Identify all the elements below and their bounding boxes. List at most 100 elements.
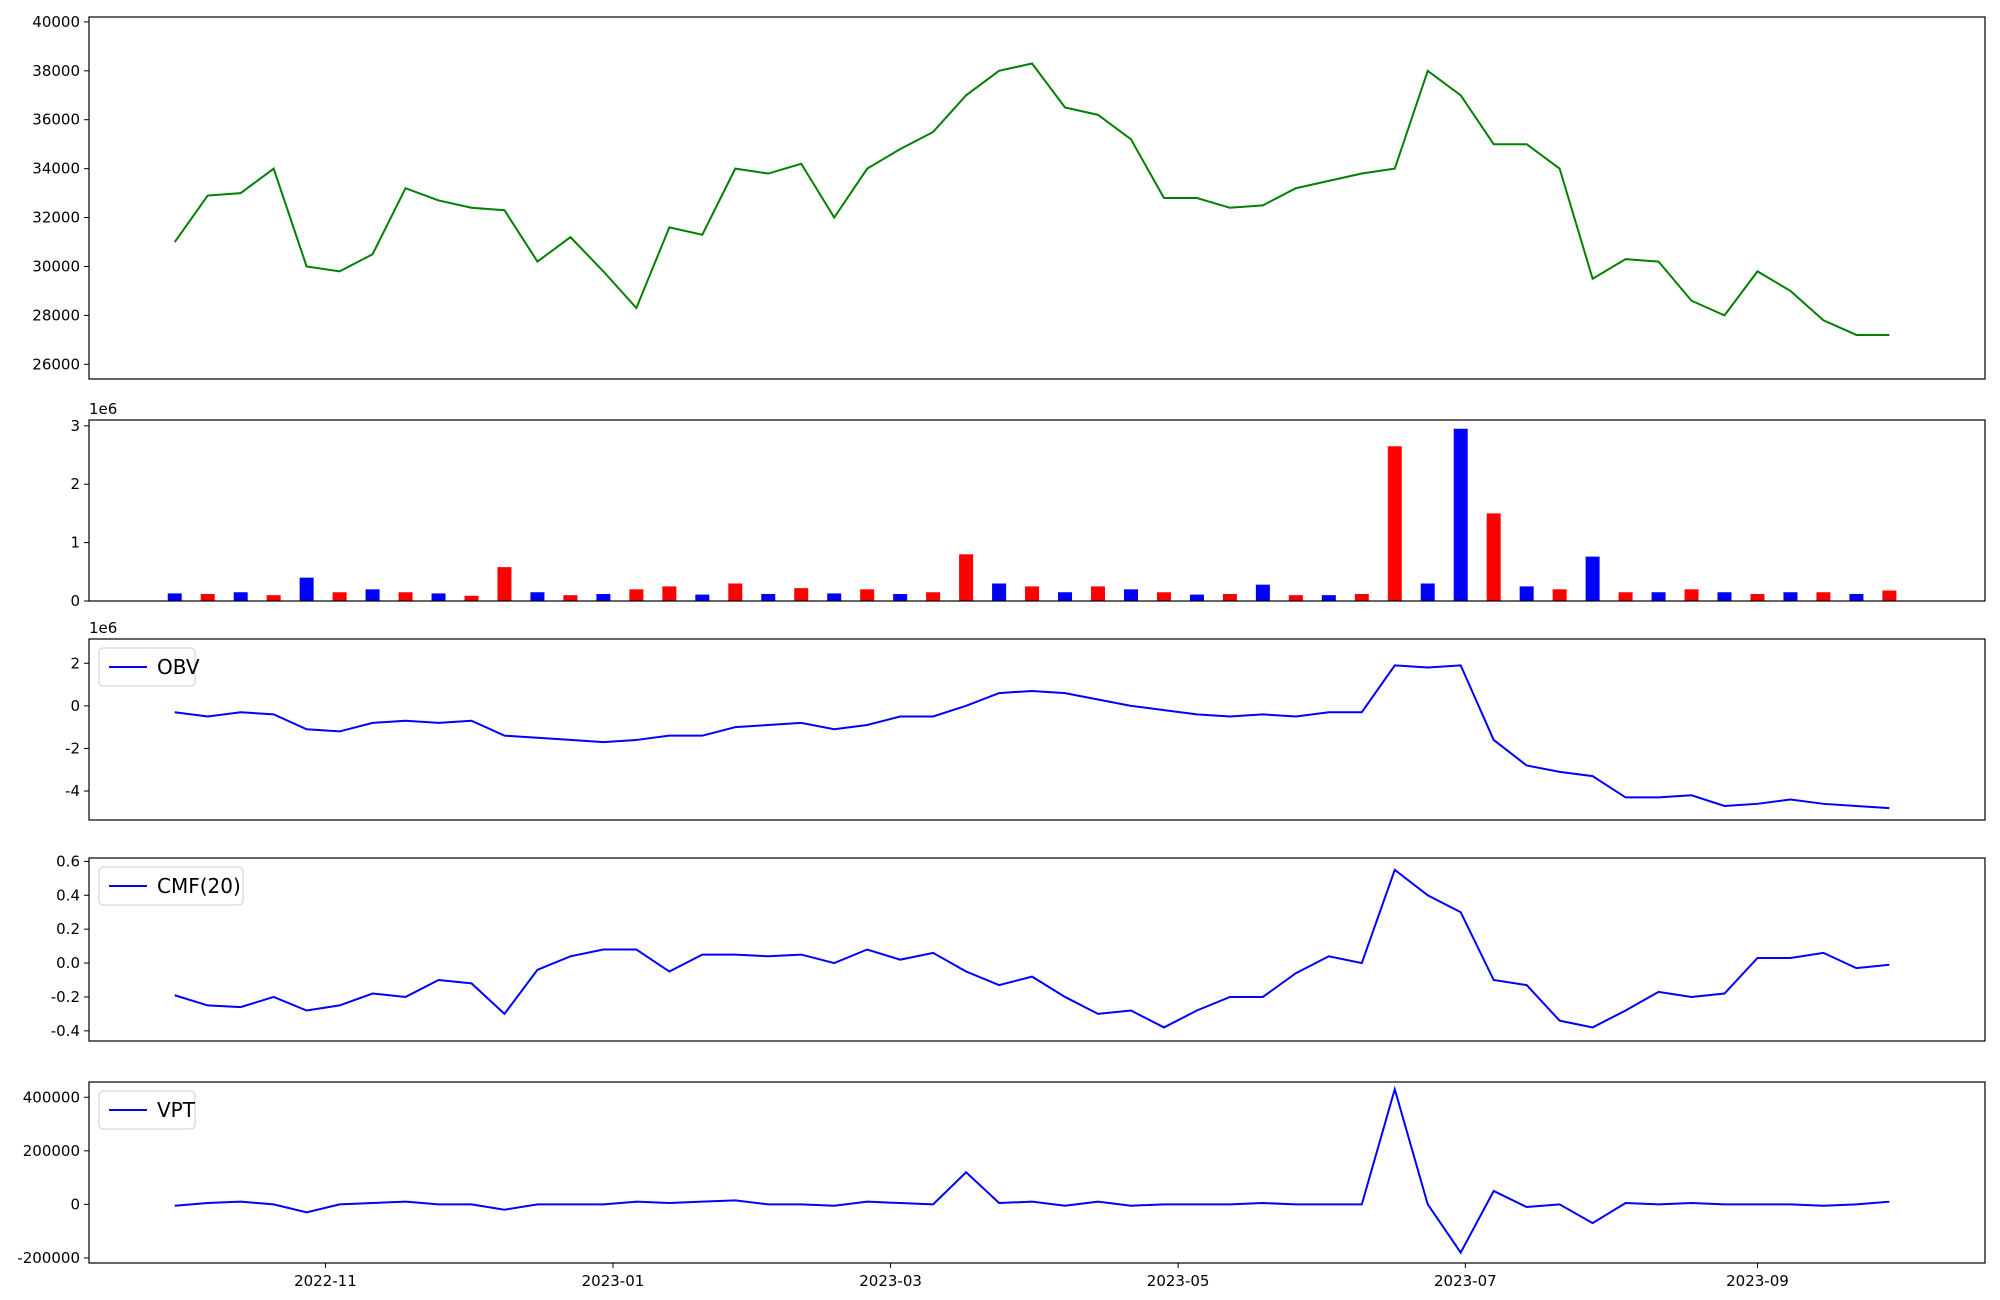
x-tick-label: 2023-09 bbox=[1726, 1272, 1789, 1290]
y-tick-label: 30000 bbox=[32, 257, 80, 275]
y-tick-label: 2 bbox=[70, 654, 80, 672]
bar bbox=[695, 594, 710, 601]
y-tick-label: 0 bbox=[70, 697, 80, 715]
legend-label: VPT bbox=[157, 1098, 196, 1122]
line bbox=[173, 62, 1890, 336]
bar bbox=[1717, 592, 1732, 601]
bar bbox=[365, 589, 380, 601]
bar bbox=[1750, 593, 1765, 601]
y-tick-label: 1 bbox=[70, 534, 80, 552]
legend: VPT bbox=[98, 1090, 196, 1130]
bar bbox=[629, 589, 644, 601]
bar bbox=[200, 593, 215, 601]
axes-frame bbox=[88, 1081, 1986, 1264]
y-tick-label: 3 bbox=[70, 417, 80, 435]
bar bbox=[299, 577, 314, 601]
bar bbox=[1783, 592, 1798, 601]
bar bbox=[1552, 589, 1567, 601]
y-tick-label: -4 bbox=[65, 782, 80, 800]
bar bbox=[497, 567, 512, 601]
bar bbox=[1816, 592, 1831, 601]
bar bbox=[1618, 592, 1633, 601]
bar bbox=[1091, 586, 1106, 601]
y-tick-label: -200000 bbox=[17, 1249, 80, 1267]
y-tick-label: -0.4 bbox=[51, 1022, 80, 1040]
line bbox=[174, 1085, 1890, 1255]
bar bbox=[167, 593, 182, 601]
bar bbox=[1651, 592, 1666, 601]
bar bbox=[563, 595, 578, 601]
y-tick-label: -2 bbox=[65, 739, 80, 757]
bar bbox=[1882, 590, 1897, 601]
bar bbox=[1025, 586, 1040, 601]
bar bbox=[1849, 593, 1864, 601]
bar bbox=[1255, 584, 1270, 601]
legend-label: OBV bbox=[157, 655, 200, 679]
y-offset-label: 1e6 bbox=[89, 400, 117, 418]
bar bbox=[464, 595, 479, 601]
y-tick-label: 36000 bbox=[32, 111, 80, 129]
bar bbox=[893, 593, 908, 601]
axes-frame bbox=[88, 638, 1986, 821]
legend-box bbox=[98, 866, 244, 906]
y-tick-label: 200000 bbox=[23, 1142, 80, 1160]
bar bbox=[1288, 595, 1303, 601]
bar bbox=[332, 592, 347, 601]
y-tick-label: 26000 bbox=[32, 355, 80, 373]
y-tick-label: 0 bbox=[70, 1195, 80, 1213]
bar bbox=[662, 586, 677, 601]
x-tick-label: 2023-07 bbox=[1434, 1272, 1497, 1290]
y-offset-label: 1e6 bbox=[89, 619, 117, 637]
bar bbox=[1519, 586, 1534, 601]
bar bbox=[1058, 592, 1073, 601]
bar bbox=[1684, 589, 1699, 601]
axes-frame bbox=[88, 16, 1986, 380]
y-tick-label: -0.2 bbox=[51, 988, 80, 1006]
bar bbox=[398, 592, 413, 601]
line bbox=[174, 664, 1890, 810]
legend-label: CMF(20) bbox=[157, 874, 241, 898]
bar bbox=[1420, 583, 1435, 601]
line bbox=[174, 868, 1890, 1029]
bar bbox=[596, 593, 611, 601]
axes-frame bbox=[88, 419, 1986, 602]
legend: CMF(20) bbox=[98, 866, 244, 906]
bar bbox=[1486, 513, 1501, 601]
x-tick-label: 2022-11 bbox=[294, 1272, 357, 1290]
bar bbox=[1453, 428, 1468, 601]
y-tick-label: 34000 bbox=[32, 160, 80, 178]
bar bbox=[431, 593, 446, 601]
bar bbox=[1585, 556, 1600, 601]
bar bbox=[926, 592, 941, 601]
y-tick-label: 2 bbox=[70, 475, 80, 493]
y-tick-label: 0 bbox=[70, 592, 80, 610]
y-tick-label: 0.4 bbox=[56, 886, 80, 904]
y-tick-label: 40000 bbox=[32, 13, 80, 31]
bar bbox=[1222, 593, 1237, 601]
y-tick-label: 28000 bbox=[32, 306, 80, 324]
bar bbox=[992, 583, 1007, 601]
y-tick-label: 0.0 bbox=[56, 954, 80, 972]
y-tick-label: 0.6 bbox=[56, 852, 80, 870]
bar bbox=[1387, 446, 1402, 601]
bar bbox=[728, 583, 743, 601]
bar bbox=[1123, 589, 1138, 601]
x-tick-label: 2023-05 bbox=[1147, 1272, 1210, 1290]
bar bbox=[1354, 593, 1369, 601]
bar bbox=[1156, 592, 1171, 601]
axes-frame bbox=[88, 857, 1986, 1042]
y-tick-label: 38000 bbox=[32, 62, 80, 80]
bar bbox=[266, 595, 281, 601]
bar bbox=[761, 593, 776, 601]
legend: OBV bbox=[98, 647, 200, 687]
bar bbox=[827, 593, 842, 601]
y-tick-label: 32000 bbox=[32, 209, 80, 227]
bar bbox=[530, 592, 545, 601]
x-tick-label: 2023-01 bbox=[582, 1272, 645, 1290]
bar bbox=[1321, 595, 1336, 601]
bar bbox=[860, 589, 875, 601]
bar bbox=[794, 588, 809, 601]
bar bbox=[959, 554, 974, 601]
